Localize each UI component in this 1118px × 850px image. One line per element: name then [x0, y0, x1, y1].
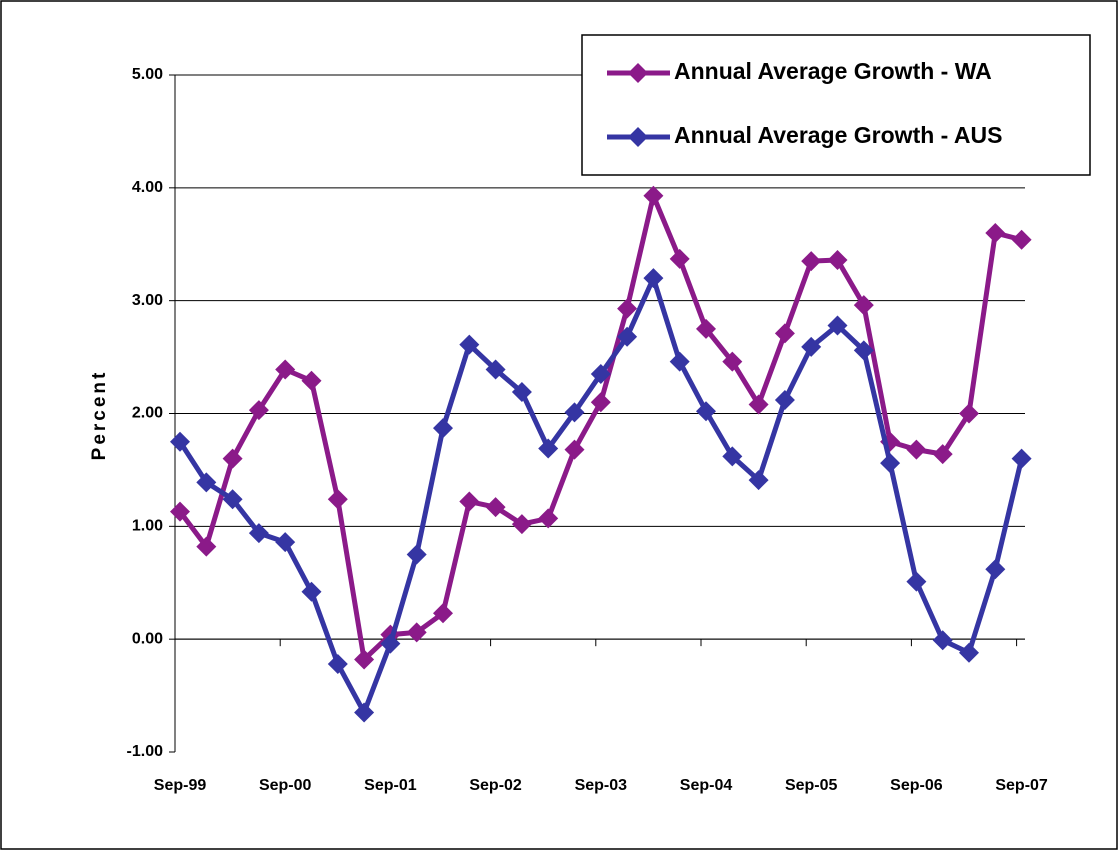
y-tick-label: -1.00	[127, 743, 164, 760]
data-point	[696, 318, 716, 339]
data-point	[853, 295, 874, 316]
data-point	[617, 326, 638, 347]
data-point	[985, 222, 1006, 243]
x-tick-label: Sep-02	[469, 777, 522, 794]
data-point	[932, 444, 953, 465]
data-point	[564, 439, 585, 460]
data-point	[696, 401, 716, 422]
y-tick-label: 4.00	[132, 179, 163, 196]
data-point	[669, 351, 690, 372]
y-tick-label: 2.00	[132, 405, 163, 422]
data-point	[590, 364, 611, 385]
y-tick-label: 3.00	[132, 292, 163, 309]
data-point	[301, 581, 322, 602]
data-point	[433, 603, 453, 624]
data-point	[906, 439, 927, 460]
data-point	[433, 418, 453, 439]
data-point	[827, 315, 848, 336]
legend-label: Annual Average Growth - WA	[674, 58, 992, 84]
data-point	[196, 536, 217, 557]
x-tick-label: Sep-04	[680, 777, 733, 794]
data-point	[275, 359, 296, 380]
data-point	[459, 334, 480, 355]
x-tick-label: Sep-06	[890, 777, 943, 794]
data-point	[959, 642, 979, 663]
data-point	[275, 532, 296, 553]
data-point	[959, 403, 979, 424]
data-point	[485, 359, 506, 380]
data-point	[301, 370, 322, 391]
data-point	[748, 394, 769, 415]
x-tick-label: Sep-01	[364, 777, 417, 794]
x-tick-label: Sep-05	[785, 777, 838, 794]
legend-label: Annual Average Growth - AUS	[674, 122, 1002, 148]
x-tick-label: Sep-00	[259, 777, 312, 794]
data-point	[801, 336, 822, 357]
data-point	[932, 630, 953, 651]
data-point	[669, 248, 690, 269]
data-point	[327, 653, 348, 674]
data-point	[590, 392, 611, 413]
data-point	[748, 470, 769, 491]
data-point	[853, 340, 874, 361]
data-point	[801, 251, 822, 272]
x-tick-label: Sep-07	[995, 777, 1048, 794]
y-tick-label: 0.00	[132, 630, 163, 647]
data-point	[617, 298, 638, 319]
legend-marker	[628, 127, 648, 147]
legend-marker	[628, 63, 648, 83]
data-point	[406, 622, 427, 643]
x-tick-label: Sep-99	[154, 777, 207, 794]
data-point	[827, 250, 848, 271]
data-point	[564, 402, 585, 423]
data-point	[985, 559, 1006, 580]
data-point	[327, 489, 348, 510]
data-point	[1011, 448, 1032, 469]
y-axis-label: Percent	[89, 370, 110, 461]
data-point	[459, 491, 480, 512]
data-point	[538, 508, 559, 529]
data-point	[248, 523, 269, 544]
data-point	[248, 400, 269, 421]
data-point	[170, 501, 190, 522]
data-point	[380, 633, 401, 654]
y-tick-label: 5.00	[132, 66, 163, 83]
data-point	[880, 453, 901, 474]
data-point	[196, 472, 217, 493]
data-point	[222, 489, 243, 510]
data-point	[354, 702, 375, 723]
data-point	[722, 351, 743, 372]
data-point	[774, 323, 795, 344]
data-point	[722, 446, 743, 467]
data-point	[406, 544, 427, 565]
data-point	[511, 382, 532, 403]
data-point	[222, 448, 243, 469]
legend-box	[581, 34, 1091, 176]
data-point	[485, 497, 506, 518]
data-point	[354, 649, 375, 670]
data-point	[906, 571, 927, 592]
data-point	[511, 514, 532, 535]
data-point	[643, 185, 664, 206]
data-point	[1011, 229, 1032, 250]
data-point	[170, 431, 190, 452]
data-point	[538, 438, 559, 459]
y-tick-label: 1.00	[132, 518, 163, 535]
data-point	[643, 268, 664, 289]
legend: Annual Average Growth - WA Annual Average…	[581, 34, 1091, 176]
data-point	[774, 389, 795, 410]
x-tick-label: Sep-03	[575, 777, 628, 794]
